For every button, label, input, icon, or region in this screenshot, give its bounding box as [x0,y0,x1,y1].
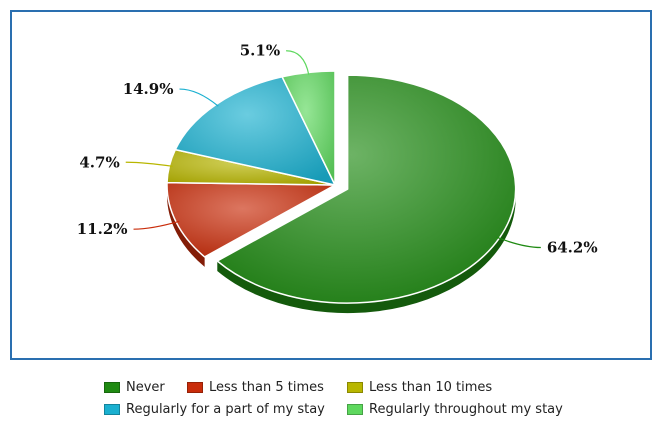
leader-line [179,88,219,107]
legend-item-less-than-10: Less than 10 times [347,380,492,395]
pie-slice-side [167,185,205,267]
leader-line [286,50,310,75]
legend-swatch [347,404,363,415]
legend-swatch [104,382,120,393]
legend-swatch [187,382,203,393]
legend-label: Regularly for a part of my stay [126,402,325,417]
percentage-label: 4.7% [79,153,119,171]
legend-label: Less than 10 times [369,380,493,395]
legend-swatch [104,404,120,415]
legend-swatch [347,382,363,393]
percentage-label: 11.2% [77,220,128,238]
legend-label: Never [126,380,165,395]
leader-line [496,236,541,249]
pie-depth-layer [167,185,516,314]
leader-line [133,220,180,230]
percentage-label: 64.2% [547,239,598,257]
leader-lines [125,50,541,249]
legend-item-less-than-5: Less than 5 times [187,380,324,395]
percentage-label: 5.1% [240,42,280,60]
legend-label: Regularly throughout my stay [369,402,563,417]
percentage-labels: 64.2% 11.2% 4.7% 14.9% 5.1% [77,42,598,257]
legend-item-throughout-stay: Regularly throughout my stay [347,402,563,417]
pie-top-layer [166,70,517,304]
pie-chart: 64.2% 11.2% 4.7% 14.9% 5.1% [77,42,598,314]
legend-item-never: Never [104,380,165,395]
percentage-label: 14.9% [123,80,174,98]
legend-item-part-of-stay: Regularly for a part of my stay [104,402,325,417]
leader-line [125,161,173,167]
legend-label: Less than 5 times [209,380,324,395]
